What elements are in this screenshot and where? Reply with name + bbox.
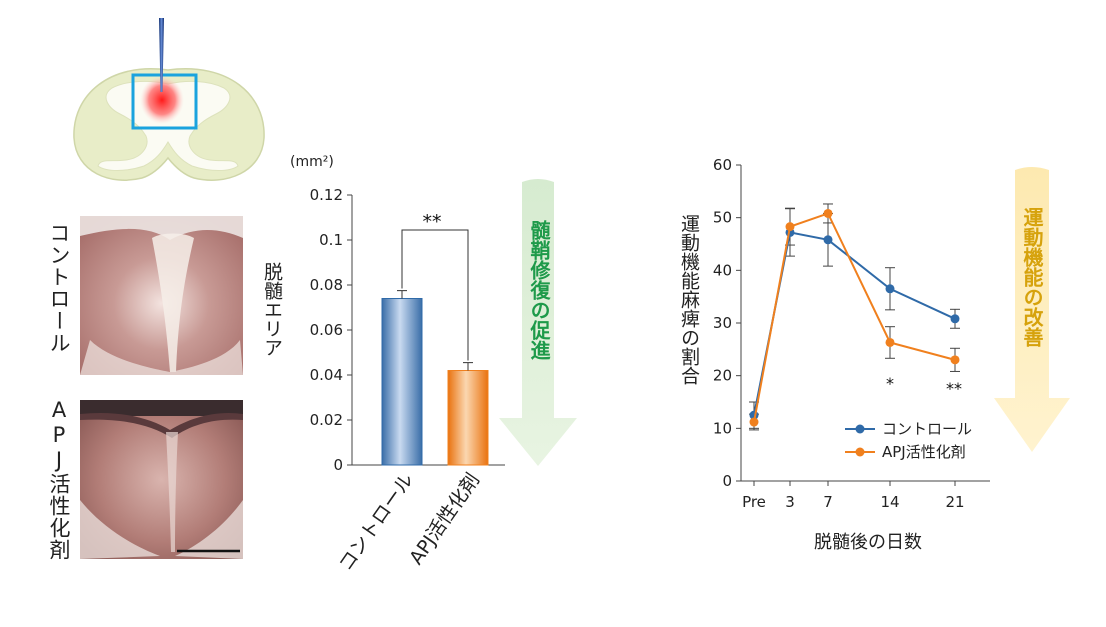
bar-y-tick-label: 0.04 xyxy=(310,366,343,384)
series-line-apj xyxy=(753,212,956,423)
line-y-tick-label: 60 xyxy=(713,156,732,174)
injection-needle xyxy=(159,18,164,92)
myelin-arrow-label: 髄鞘修復の促進 xyxy=(527,220,551,360)
series-point-apj xyxy=(885,337,895,347)
label-apj-section: APJ活性化剤 xyxy=(47,398,71,561)
line-x-tick-label: Pre xyxy=(742,493,766,511)
bar-y-tick-label: 0.12 xyxy=(310,186,343,204)
sig-day-21: ** xyxy=(946,379,962,398)
bar-control xyxy=(381,298,423,466)
legend-label-apj: APJ活性化剤 xyxy=(882,443,966,461)
line-legend: コントロール APJ活性化剤 xyxy=(845,420,972,461)
series-point-apj xyxy=(749,417,759,427)
legend-label-control: コントロール xyxy=(882,420,972,438)
label-control-section: コントロール xyxy=(47,222,71,354)
series-point-control xyxy=(950,314,960,324)
line-y-tick-label: 30 xyxy=(713,314,732,332)
motor-arrow-label: 運動機能の改善 xyxy=(1020,207,1044,347)
line-x-tick-label: 21 xyxy=(945,493,964,511)
line-x-tick-label: 7 xyxy=(823,493,833,511)
bar-category-label: コントロール xyxy=(335,469,418,575)
micrograph-control xyxy=(80,216,243,375)
line-xlabel: 脱髄後の日数 xyxy=(814,532,922,553)
motor-arrow xyxy=(994,167,1070,452)
line-y-tick-label: 50 xyxy=(713,209,732,227)
bar-y-tick-label: 0.06 xyxy=(310,321,343,339)
line-y-tick-label: 10 xyxy=(713,419,732,437)
spinal-cord-diagram xyxy=(73,18,265,181)
bar-y-tick-label: 0 xyxy=(333,456,343,474)
bar-category-label: APJ活性化剤 xyxy=(405,469,484,569)
lesion-spot xyxy=(140,76,184,124)
sig-day-14: * xyxy=(886,374,894,393)
micrograph-apj xyxy=(80,400,243,559)
bar-y-tick-label: 0.1 xyxy=(319,231,343,249)
series-point-apj xyxy=(823,208,833,218)
line-ylabel: 運動機能麻痺の割合 xyxy=(678,214,700,385)
line-x-tick-label: 14 xyxy=(880,493,899,511)
line-y-tick-label: 0 xyxy=(722,472,732,490)
bar-significance: ** xyxy=(423,211,442,233)
series-point-apj xyxy=(785,222,795,232)
myelin-arrow xyxy=(499,179,577,466)
legend-marker-control xyxy=(855,424,865,434)
legend-marker-apj xyxy=(855,447,865,457)
series-point-apj xyxy=(950,355,960,365)
bar-y-tick-label: 0.08 xyxy=(310,276,343,294)
significance-bracket xyxy=(401,229,469,361)
line-y-tick-label: 20 xyxy=(713,367,732,385)
bar-y-tick-label: 0.02 xyxy=(310,411,343,429)
line-y-tick-label: 40 xyxy=(713,261,732,279)
bar-apj xyxy=(447,370,489,466)
series-point-control xyxy=(885,284,895,294)
highlight-box xyxy=(131,73,198,130)
line-x-tick-label: 3 xyxy=(785,493,795,511)
bar-ylabel: 脱髄エリア xyxy=(261,262,283,357)
line-chart: 0 10 20 30 40 50 60 Pre 3 7 14 21 xyxy=(713,156,990,511)
series-point-control xyxy=(823,235,833,245)
bar-chart-unit: (mm²) xyxy=(290,154,334,170)
